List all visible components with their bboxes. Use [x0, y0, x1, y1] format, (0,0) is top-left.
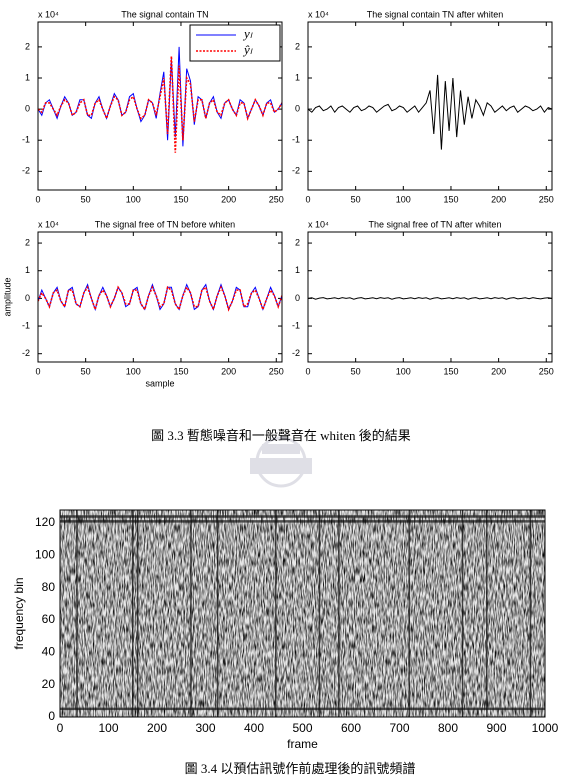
y-tick-label: -2: [22, 166, 30, 176]
x-tick-label: 400: [244, 721, 264, 735]
y-tick-label: 2: [295, 41, 300, 51]
x-tick-label: 200: [221, 194, 236, 204]
caption: 圖 3.4 以預估訊號作前處理後的訊號頻譜: [185, 761, 416, 776]
x-tick-label: 0: [57, 721, 64, 735]
signal-line: [38, 285, 282, 313]
x-tick-label: 150: [443, 366, 458, 376]
y-tick-label: 2: [25, 237, 30, 247]
x-tick-label: 0: [35, 194, 40, 204]
y-tick-label: 2: [295, 237, 300, 247]
legend-box: [189, 24, 281, 62]
x-tick-label: 300: [195, 721, 215, 735]
x-tick-label: 100: [98, 721, 118, 735]
y-tick-label: 1: [295, 72, 300, 82]
y-tick-label: 1: [295, 265, 300, 275]
axes-frame: [37, 231, 283, 363]
x-tick-label: 50: [81, 194, 91, 204]
x-tick-label: 100: [396, 366, 411, 376]
signal-line: [38, 46, 282, 147]
x-tick-label: 600: [341, 721, 361, 735]
x-tick-label: 50: [81, 366, 91, 376]
x-tick-label: 900: [486, 721, 506, 735]
x-tick-label: 250: [539, 366, 554, 376]
subplot-title: The signal free of TN before whiten: [95, 219, 235, 229]
y-tick-label: 120: [35, 515, 55, 529]
y-axis-label: amplitude: [2, 277, 12, 316]
scale-label: x 10⁴: [308, 219, 329, 229]
y-tick-label: -2: [22, 348, 30, 358]
x-tick-label: 1000: [532, 721, 559, 735]
y-tick-label: 1: [25, 265, 30, 275]
x-tick-label: 150: [173, 366, 188, 376]
spectrogram-texture: [60, 510, 545, 717]
axes-frame: [307, 21, 553, 191]
scale-label: x 10⁴: [38, 9, 59, 19]
x-tick-label: 700: [389, 721, 409, 735]
y-tick-label: -2: [292, 166, 300, 176]
x-tick-label: 50: [351, 366, 361, 376]
signal-line: [308, 74, 552, 150]
subplot-title: The signal contain TN: [121, 9, 208, 19]
x-tick-label: 250: [539, 194, 554, 204]
axes-frame: [59, 509, 546, 718]
y-tick-label: 0: [48, 709, 55, 723]
x-tick-label: 200: [491, 366, 506, 376]
y-tick-label: -1: [292, 320, 300, 330]
watermark: [250, 436, 312, 488]
x-tick-label: 0: [35, 366, 40, 376]
x-tick-label: 150: [173, 194, 188, 204]
axes-frame: [37, 21, 283, 191]
x-tick-label: 200: [491, 194, 506, 204]
x-tick-label: 800: [438, 721, 458, 735]
x-tick-label: 500: [292, 721, 312, 735]
y-axis-label: frequency bin: [12, 577, 26, 649]
y-tick-label: 100: [35, 547, 55, 561]
y-tick-label: -1: [292, 135, 300, 145]
y-tick-label: 20: [42, 677, 56, 691]
subplot-title: The signal free of TN after whiten: [369, 219, 502, 229]
y-tick-label: 60: [42, 612, 56, 626]
scale-label: x 10⁴: [308, 9, 329, 19]
y-tick-label: 2: [25, 41, 30, 51]
signal-line: [38, 56, 282, 153]
legend-label: yₗ: [242, 26, 253, 41]
caption: 圖 3.3 暫態噪音和一般聲音在 whiten 後的結果: [151, 428, 411, 443]
y-tick-label: 0: [25, 103, 30, 113]
x-tick-label: 150: [443, 194, 458, 204]
x-tick-label: 250: [269, 194, 284, 204]
y-tick-label: 40: [42, 644, 56, 658]
y-tick-label: 0: [295, 293, 300, 303]
y-tick-label: 80: [42, 580, 56, 594]
signal-line: [38, 283, 282, 312]
x-tick-label: 100: [396, 194, 411, 204]
x-tick-label: 0: [305, 366, 310, 376]
y-tick-label: 0: [295, 103, 300, 113]
x-tick-label: 100: [126, 366, 141, 376]
y-tick-label: -1: [22, 135, 30, 145]
x-axis-label: frame: [287, 737, 318, 751]
subplot-title: The signal contain TN after whiten: [367, 9, 503, 19]
x-tick-label: 100: [126, 194, 141, 204]
scale-label: x 10⁴: [38, 219, 59, 229]
x-tick-label: 250: [269, 366, 284, 376]
x-axis-label: sample: [145, 378, 174, 388]
x-tick-label: 50: [351, 194, 361, 204]
y-tick-label: -2: [292, 348, 300, 358]
x-tick-label: 0: [305, 194, 310, 204]
signal-line: [308, 297, 552, 300]
y-tick-label: 0: [25, 293, 30, 303]
x-tick-label: 200: [221, 366, 236, 376]
y-tick-label: -1: [22, 320, 30, 330]
legend-label: ŷₗ: [242, 42, 253, 57]
x-tick-label: 200: [147, 721, 167, 735]
axes-frame: [307, 231, 553, 363]
y-tick-label: 1: [25, 72, 30, 82]
